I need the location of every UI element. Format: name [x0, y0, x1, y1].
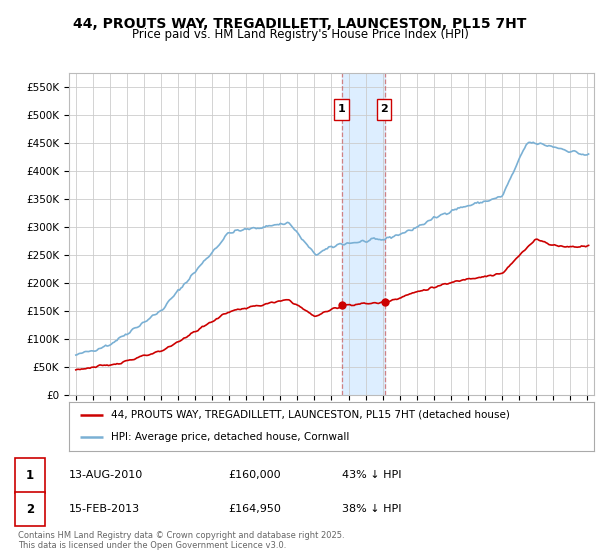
Text: £160,000: £160,000: [228, 470, 281, 480]
Text: 1: 1: [26, 469, 34, 482]
Text: 1: 1: [337, 104, 345, 114]
Text: 15-FEB-2013: 15-FEB-2013: [69, 504, 140, 514]
Text: HPI: Average price, detached house, Cornwall: HPI: Average price, detached house, Corn…: [111, 432, 349, 442]
Text: 43% ↓ HPI: 43% ↓ HPI: [342, 470, 401, 480]
Text: 2: 2: [26, 502, 34, 516]
Text: £164,950: £164,950: [228, 504, 281, 514]
Text: Contains HM Land Registry data © Crown copyright and database right 2025.
This d: Contains HM Land Registry data © Crown c…: [18, 530, 344, 550]
FancyBboxPatch shape: [377, 99, 391, 120]
Text: Price paid vs. HM Land Registry's House Price Index (HPI): Price paid vs. HM Land Registry's House …: [131, 28, 469, 41]
Text: 44, PROUTS WAY, TREGADILLETT, LAUNCESTON, PL15 7HT: 44, PROUTS WAY, TREGADILLETT, LAUNCESTON…: [73, 16, 527, 30]
Text: 44, PROUTS WAY, TREGADILLETT, LAUNCESTON, PL15 7HT (detached house): 44, PROUTS WAY, TREGADILLETT, LAUNCESTON…: [111, 410, 510, 420]
FancyBboxPatch shape: [334, 99, 349, 120]
Text: 2: 2: [380, 104, 388, 114]
Text: 38% ↓ HPI: 38% ↓ HPI: [342, 504, 401, 514]
Text: 13-AUG-2010: 13-AUG-2010: [69, 470, 143, 480]
Bar: [342, 73, 385, 395]
